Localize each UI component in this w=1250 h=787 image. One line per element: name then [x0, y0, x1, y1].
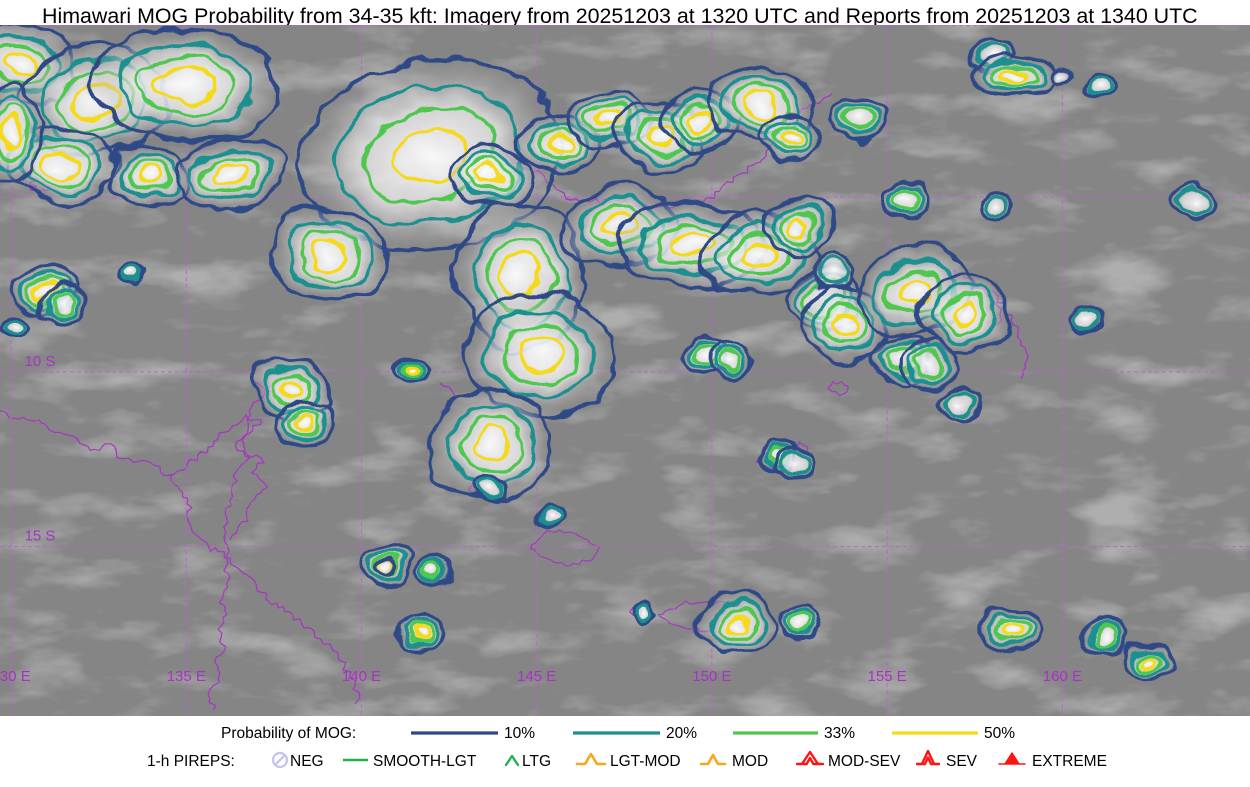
svg-text:20%: 20%	[666, 725, 697, 742]
svg-text:150 E: 150 E	[692, 668, 731, 685]
svg-text:MOD: MOD	[732, 753, 768, 770]
svg-text:10 S: 10 S	[25, 353, 56, 370]
svg-text:33%: 33%	[824, 725, 855, 742]
svg-text:MOD-SEV: MOD-SEV	[828, 753, 901, 770]
svg-text:50%: 50%	[984, 725, 1015, 742]
svg-text:SEV: SEV	[946, 753, 978, 770]
svg-text:LGT-MOD: LGT-MOD	[610, 753, 681, 770]
svg-text:155 E: 155 E	[867, 668, 906, 685]
svg-text:EXTREME: EXTREME	[1032, 753, 1107, 770]
svg-text:160 E: 160 E	[1043, 668, 1082, 685]
svg-text:1-h PIREPS:: 1-h PIREPS:	[147, 753, 235, 770]
svg-text:10%: 10%	[504, 725, 535, 742]
svg-text:SMOOTH-LGT: SMOOTH-LGT	[373, 753, 477, 770]
svg-text:130 E: 130 E	[0, 668, 31, 685]
svg-text:135 E: 135 E	[167, 668, 206, 685]
svg-text:Probability of MOG:: Probability of MOG:	[221, 725, 356, 742]
svg-text:LTG: LTG	[522, 753, 551, 770]
svg-text:NEG: NEG	[290, 753, 324, 770]
svg-text:15 S: 15 S	[25, 528, 56, 545]
svg-text:140 E: 140 E	[342, 668, 381, 685]
svg-text:145 E: 145 E	[517, 668, 556, 685]
